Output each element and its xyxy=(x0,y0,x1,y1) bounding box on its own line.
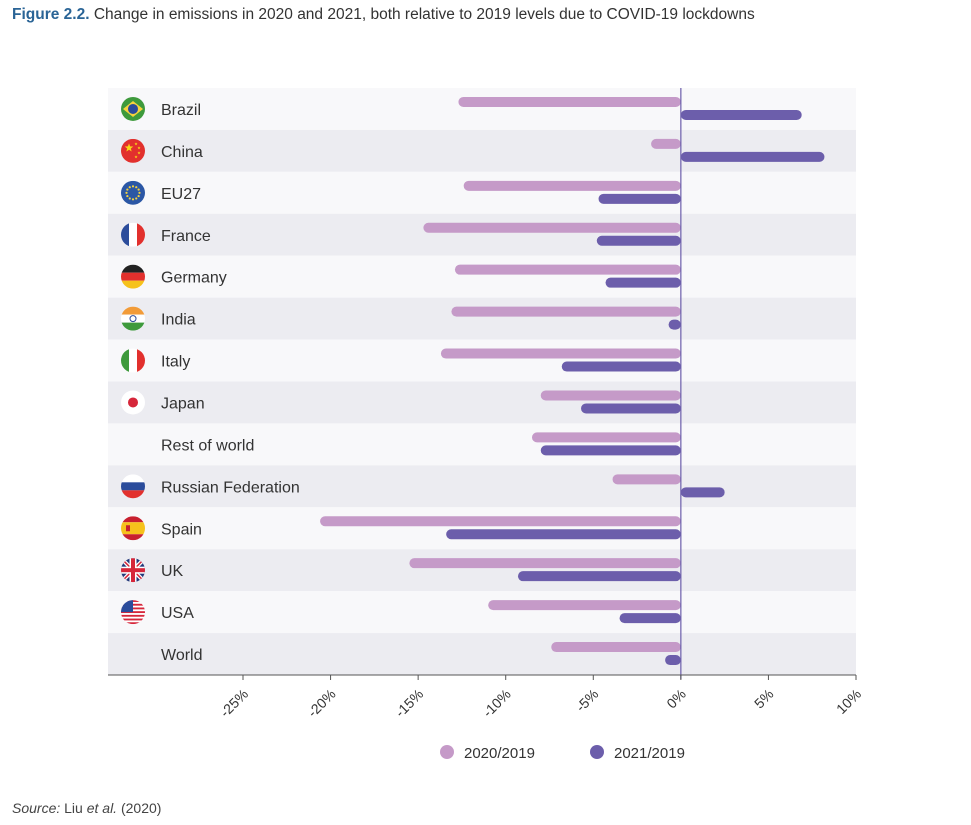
bars xyxy=(320,96,825,666)
x-tick-label: -15% xyxy=(392,686,426,720)
legend-label: 2020/2019 xyxy=(464,745,535,762)
bar-2020-2019-eu27 xyxy=(463,180,681,191)
country-label-france: France xyxy=(161,228,211,245)
country-label-world: World xyxy=(161,647,203,664)
row-background xyxy=(108,213,856,256)
italy-flag-icon xyxy=(121,348,145,373)
bar-2021-2019-italy xyxy=(561,361,681,372)
country-label-uk: UK xyxy=(161,563,184,580)
bar-2021-2019-uk xyxy=(517,571,681,582)
row-background xyxy=(108,507,856,550)
country-label-usa: USA xyxy=(161,605,194,622)
germany-flag-icon xyxy=(121,264,145,289)
france-flag-icon xyxy=(121,222,145,247)
bar-2020-2019-rest-of-world xyxy=(531,432,681,443)
x-tick-label: 5% xyxy=(751,686,777,712)
source-note: Source: Liu et al. (2020) xyxy=(12,800,161,816)
eu-flag-icon xyxy=(121,180,145,205)
bar-2021-2019-world xyxy=(665,655,681,666)
bar-2020-2019-usa xyxy=(488,600,681,611)
row-background xyxy=(108,465,856,508)
bar-2020-2019-germany xyxy=(454,264,681,275)
uk-flag-icon xyxy=(121,558,145,583)
bar-2021-2019-japan xyxy=(581,403,681,414)
row-background xyxy=(108,297,856,340)
row-background xyxy=(108,339,856,382)
row-background xyxy=(108,129,856,172)
row-background xyxy=(108,381,856,424)
country-label-china: China xyxy=(161,144,203,161)
bar-2020-2019-france xyxy=(423,222,681,233)
x-tick-label: -25% xyxy=(217,686,251,720)
bar-2021-2019-spain xyxy=(446,529,681,540)
figure-title-text: Change in emissions in 2020 and 2021, bo… xyxy=(93,6,755,23)
legend-label: 2021/2019 xyxy=(614,745,685,762)
source-year: (2020) xyxy=(120,800,162,816)
bar-2020-2019-uk xyxy=(409,558,681,569)
source-author: Liu xyxy=(64,800,83,816)
row-background xyxy=(108,633,856,675)
usa-flag-icon xyxy=(121,600,145,625)
legend-item-2021-2019: 2021/2019 xyxy=(590,745,685,762)
country-label-spain: Spain xyxy=(161,521,202,538)
bar-2021-2019-germany xyxy=(605,277,681,288)
country-label-japan: Japan xyxy=(161,395,205,412)
source-etal: et al. xyxy=(86,800,118,816)
bar-2020-2019-brazil xyxy=(458,96,681,107)
russia-flag-icon xyxy=(121,474,145,499)
country-label-rest-of-world: Rest of world xyxy=(161,437,254,454)
country-label-eu27: EU27 xyxy=(161,186,201,203)
figure-label: Figure 2.2. xyxy=(12,6,90,23)
bar-2021-2019-india xyxy=(668,319,681,330)
bar-2021-2019-russian-federation xyxy=(680,487,725,498)
source-prefix: Source: xyxy=(12,800,61,816)
spain-flag-icon xyxy=(121,516,145,541)
bar-2020-2019-india xyxy=(451,306,681,317)
bar-2021-2019-rest-of-world xyxy=(540,445,681,456)
japan-flag-icon xyxy=(121,390,145,415)
bar-2021-2019-china xyxy=(680,151,825,162)
x-tick-label: 10% xyxy=(833,686,864,717)
bar-2021-2019-usa xyxy=(619,613,681,624)
flag-icons xyxy=(121,96,145,625)
country-label-brazil: Brazil xyxy=(161,102,201,119)
row-background xyxy=(108,171,856,214)
row-background xyxy=(108,88,856,130)
legend-item-2020-2019: 2020/2019 xyxy=(440,745,535,762)
row-background xyxy=(108,255,856,298)
x-tick-label: 0% xyxy=(663,686,689,712)
bar-2020-2019-china xyxy=(651,138,681,149)
bar-2021-2019-brazil xyxy=(680,109,802,120)
row-backgrounds xyxy=(108,88,856,675)
country-label-india: India xyxy=(161,312,196,329)
figure-title: Figure 2.2. Change in emissions in 2020 … xyxy=(12,6,755,24)
legend-swatch xyxy=(590,745,604,759)
x-tick-label: -5% xyxy=(572,686,601,715)
country-label-italy: Italy xyxy=(161,354,190,371)
country-label-germany: Germany xyxy=(161,270,227,287)
emissions-bar-chart: Brazil China EU27 France Germany India Italy Ja… xyxy=(108,88,864,762)
country-labels: Brazil China EU27 France Germany India Italy Ja… xyxy=(161,102,300,664)
legend: 2020/2019 2021/2019 xyxy=(440,745,685,762)
x-tick-label: -20% xyxy=(304,686,338,720)
row-background xyxy=(108,423,856,466)
x-tick-label: -10% xyxy=(479,686,513,720)
bar-2020-2019-italy xyxy=(440,348,681,359)
india-flag-icon xyxy=(121,306,145,331)
bar-2021-2019-france xyxy=(596,235,681,246)
brazil-flag-icon xyxy=(121,96,145,121)
bar-2020-2019-world xyxy=(551,642,681,653)
bar-2020-2019-russian-federation xyxy=(612,474,681,485)
bar-2020-2019-japan xyxy=(540,390,681,401)
country-label-russian-federation: Russian Federation xyxy=(161,479,300,496)
legend-swatch xyxy=(440,745,454,759)
bar-2020-2019-spain xyxy=(320,516,681,527)
row-background xyxy=(108,591,856,634)
bar-2021-2019-eu27 xyxy=(598,193,681,204)
china-flag-icon xyxy=(121,138,145,163)
row-background xyxy=(108,549,856,592)
